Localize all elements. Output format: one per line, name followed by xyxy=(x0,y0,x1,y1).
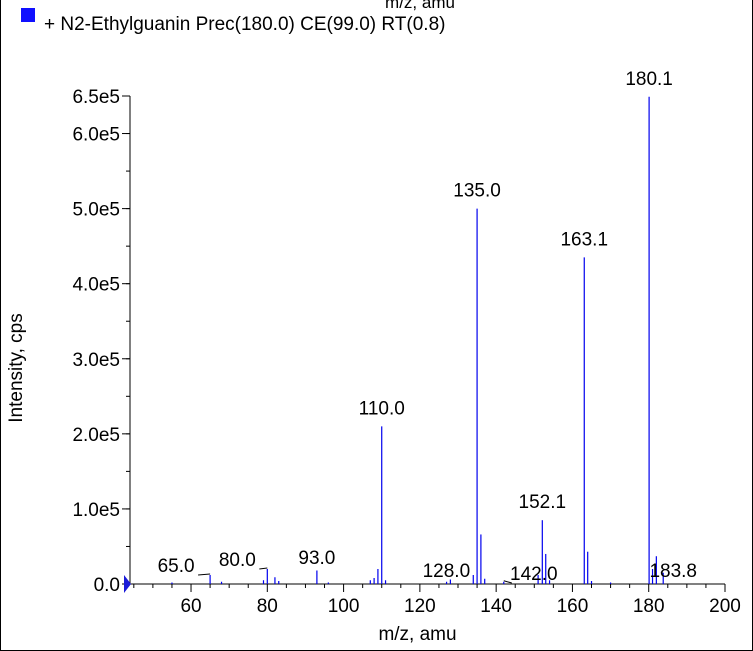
peak-leader-line xyxy=(198,573,211,576)
x-axis-title: m/z, amu xyxy=(378,624,456,645)
peak-label: 128.0 xyxy=(423,561,471,582)
peak-label: 142.0 xyxy=(510,564,558,585)
peak-label: 93.0 xyxy=(298,548,335,569)
peak-label: 135.0 xyxy=(453,181,501,202)
peak-label: 180.1 xyxy=(625,69,673,90)
peak-label: 163.1 xyxy=(560,229,608,250)
y-tick-label: 2.0e5 xyxy=(72,425,120,446)
peak-label: 152.1 xyxy=(519,492,567,513)
y-tick-label: 6.5e5 xyxy=(72,87,120,108)
peak-leader-line xyxy=(503,580,512,584)
peak-label: 110.0 xyxy=(359,398,405,419)
y-axis-title: Intensity, cps xyxy=(6,313,27,422)
legend-swatch xyxy=(21,8,35,22)
peak-label: 80.0 xyxy=(219,550,256,571)
x-tick-label: 180 xyxy=(633,596,665,617)
y-tick-label: 5.0e5 xyxy=(72,200,120,221)
y-tick-label: 4.0e5 xyxy=(72,275,120,296)
plot-area: 0.0 1.0e5 2.0e5 3.0e5 4.0e5 5.0e5 6.0e5 6.5e5 60… xyxy=(6,69,741,645)
x-tick-label: 60 xyxy=(180,596,201,617)
x-tick-label: 120 xyxy=(404,596,436,617)
x-tick-label: 140 xyxy=(480,596,512,617)
peak-leader-line xyxy=(259,567,268,570)
peak-label: 65.0 xyxy=(158,556,195,577)
cut-title: m/z, amu xyxy=(385,0,455,12)
peak-label: 183.8 xyxy=(649,561,697,582)
legend-label: + N2-Ethylguanin Prec(180.0) CE(99.0) RT… xyxy=(44,14,445,35)
origin-marker xyxy=(124,575,131,593)
x-tick-label: 100 xyxy=(328,596,360,617)
y-tick-label: 3.0e5 xyxy=(72,350,120,371)
x-tick-label: 160 xyxy=(557,596,589,617)
x-tick-label: 200 xyxy=(709,596,741,617)
y-tick-label: 0.0 xyxy=(94,575,120,596)
x-tick-label: 80 xyxy=(257,596,278,617)
y-tick-label: 1.0e5 xyxy=(72,500,120,521)
y-tick-label: 6.0e5 xyxy=(72,125,120,146)
